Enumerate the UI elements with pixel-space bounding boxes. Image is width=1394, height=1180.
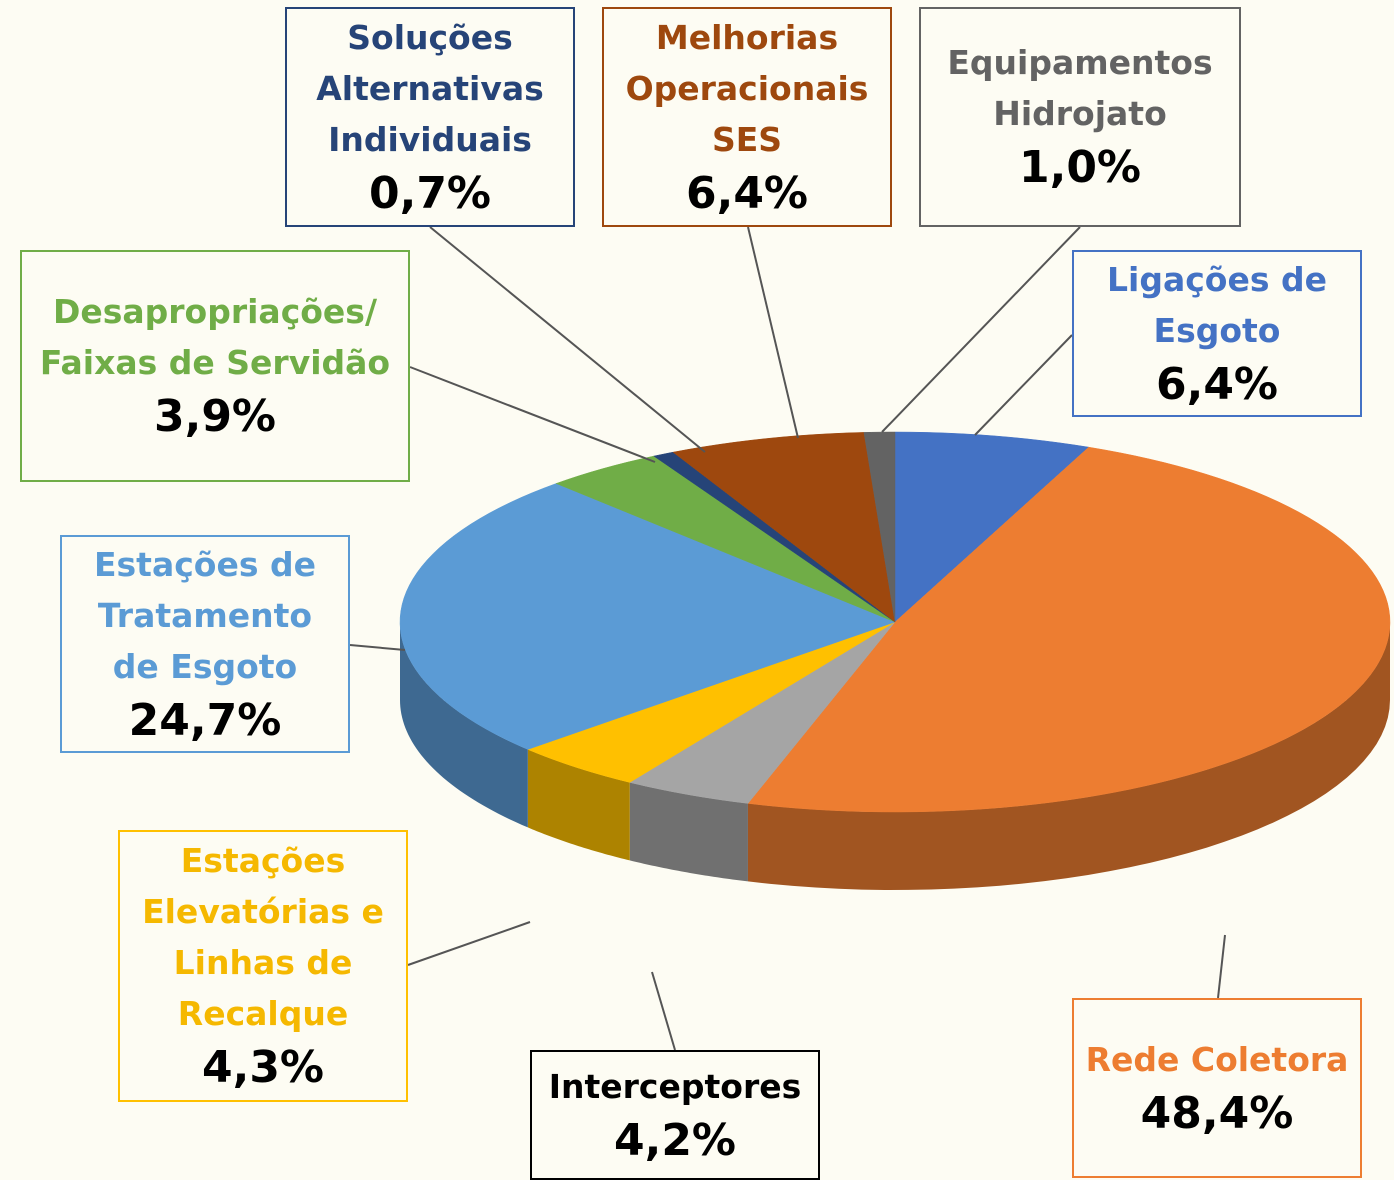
slice <box>894 431 1090 623</box>
category-label: Interceptores <box>548 1066 802 1106</box>
value-label: 48,4% <box>1140 1087 1294 1139</box>
slice <box>747 446 1391 813</box>
slice <box>672 432 896 623</box>
category-label: Estações de Tratamento de Esgoto <box>94 544 316 686</box>
leader-line <box>1217 934 1226 999</box>
slice-side <box>747 622 1390 890</box>
slice <box>527 621 896 783</box>
value-label: 1,0% <box>1018 142 1142 193</box>
label-box: Estações Elevatórias e Linhas de Recalqu… <box>118 830 408 1102</box>
value-label: 6,4% <box>685 167 809 219</box>
leader-line <box>881 226 1081 433</box>
value-label: 4,2% <box>613 1114 737 1166</box>
value-label: 24,7% <box>128 694 282 746</box>
slice-side <box>400 622 528 828</box>
value-label: 3,9% <box>153 391 277 442</box>
category-label: Equipamentos Hidrojato <box>947 43 1213 133</box>
slice-side <box>527 749 630 861</box>
category-label: Ligações de Esgoto <box>1107 259 1327 350</box>
category-label: Desapropriações/ Faixas de Servidão <box>39 292 391 382</box>
slice <box>629 621 896 804</box>
slice <box>863 431 896 623</box>
leader-line <box>349 644 406 651</box>
label-box: Soluções Alternativas Individuais 0,7% <box>285 7 575 227</box>
label-box: Melhorias Operacionais SES 6,4% <box>602 7 892 227</box>
label-box: Interceptores 4,2% <box>530 1050 820 1180</box>
category-label: Soluções Alternativas Individuais <box>316 17 544 159</box>
leader-line <box>407 921 531 966</box>
slice-side <box>629 782 748 882</box>
leader-line <box>747 226 799 439</box>
value-label: 6,4% <box>1155 358 1279 410</box>
leader-line <box>651 971 676 1051</box>
label-box: Estações de Tratamento de Esgoto 24,7% <box>60 535 350 753</box>
label-box: Equipamentos Hidrojato 1,0% <box>919 7 1241 227</box>
leader-line <box>974 334 1073 436</box>
category-label: Melhorias Operacionais SES <box>625 17 869 159</box>
label-box: Ligações de Esgoto 6,4% <box>1072 250 1362 417</box>
slice <box>399 483 896 750</box>
value-label: 4,3% <box>201 1042 325 1093</box>
label-box: Rede Coletora 48,4% <box>1072 998 1362 1178</box>
category-label: Estações Elevatórias e Linhas de Recalqu… <box>142 841 384 1033</box>
value-label: 0,7% <box>368 167 492 219</box>
label-box: Desapropriações/ Faixas de Servidão 3,9% <box>20 250 410 482</box>
leader-line <box>409 366 656 463</box>
leader-line <box>429 226 706 453</box>
category-label: Rede Coletora <box>1085 1039 1349 1079</box>
